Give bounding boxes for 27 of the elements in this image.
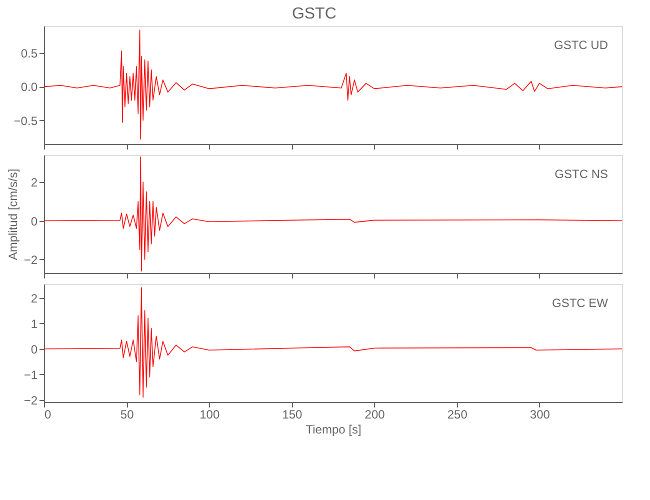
x-tick-label: 250 — [447, 408, 468, 422]
y-tick-label: 0.5 — [20, 46, 38, 60]
line-series — [44, 287, 622, 398]
x-tick-label: 100 — [200, 408, 220, 422]
y-tick-label: 1 — [30, 316, 38, 331]
x-tick-label: 50 — [120, 408, 134, 422]
y-tick-label: −2 — [24, 393, 38, 408]
chart-title: GSTC — [292, 6, 336, 22]
y-axis-title: Amplitud [cm/s/s] — [6, 168, 20, 260]
annotation: GSTC UD — [554, 38, 608, 52]
line-series — [44, 30, 622, 140]
annotation: GSTC EW — [552, 296, 609, 310]
y-tick-label: 2 — [30, 176, 38, 190]
y-tick-label: 0.0 — [20, 80, 38, 94]
x-axis-title: Tiempo [s] — [306, 422, 362, 436]
x-tick-label: 0 — [44, 408, 52, 422]
y-tick-label: −1 — [24, 368, 38, 382]
x-tick-label: 200 — [364, 408, 386, 422]
y-tick-label: −0.5 — [14, 114, 38, 128]
line-series — [44, 156, 622, 272]
y-tick-label: 2 — [30, 291, 38, 306]
y-tick-label: 0 — [30, 214, 38, 228]
y-tick-label: 0 — [30, 342, 38, 356]
y-tick-label: −2 — [24, 252, 38, 267]
x-tick-label: 300 — [530, 408, 550, 422]
x-tick-label: 150 — [282, 408, 303, 422]
annotation: GSTC NS — [554, 167, 608, 181]
